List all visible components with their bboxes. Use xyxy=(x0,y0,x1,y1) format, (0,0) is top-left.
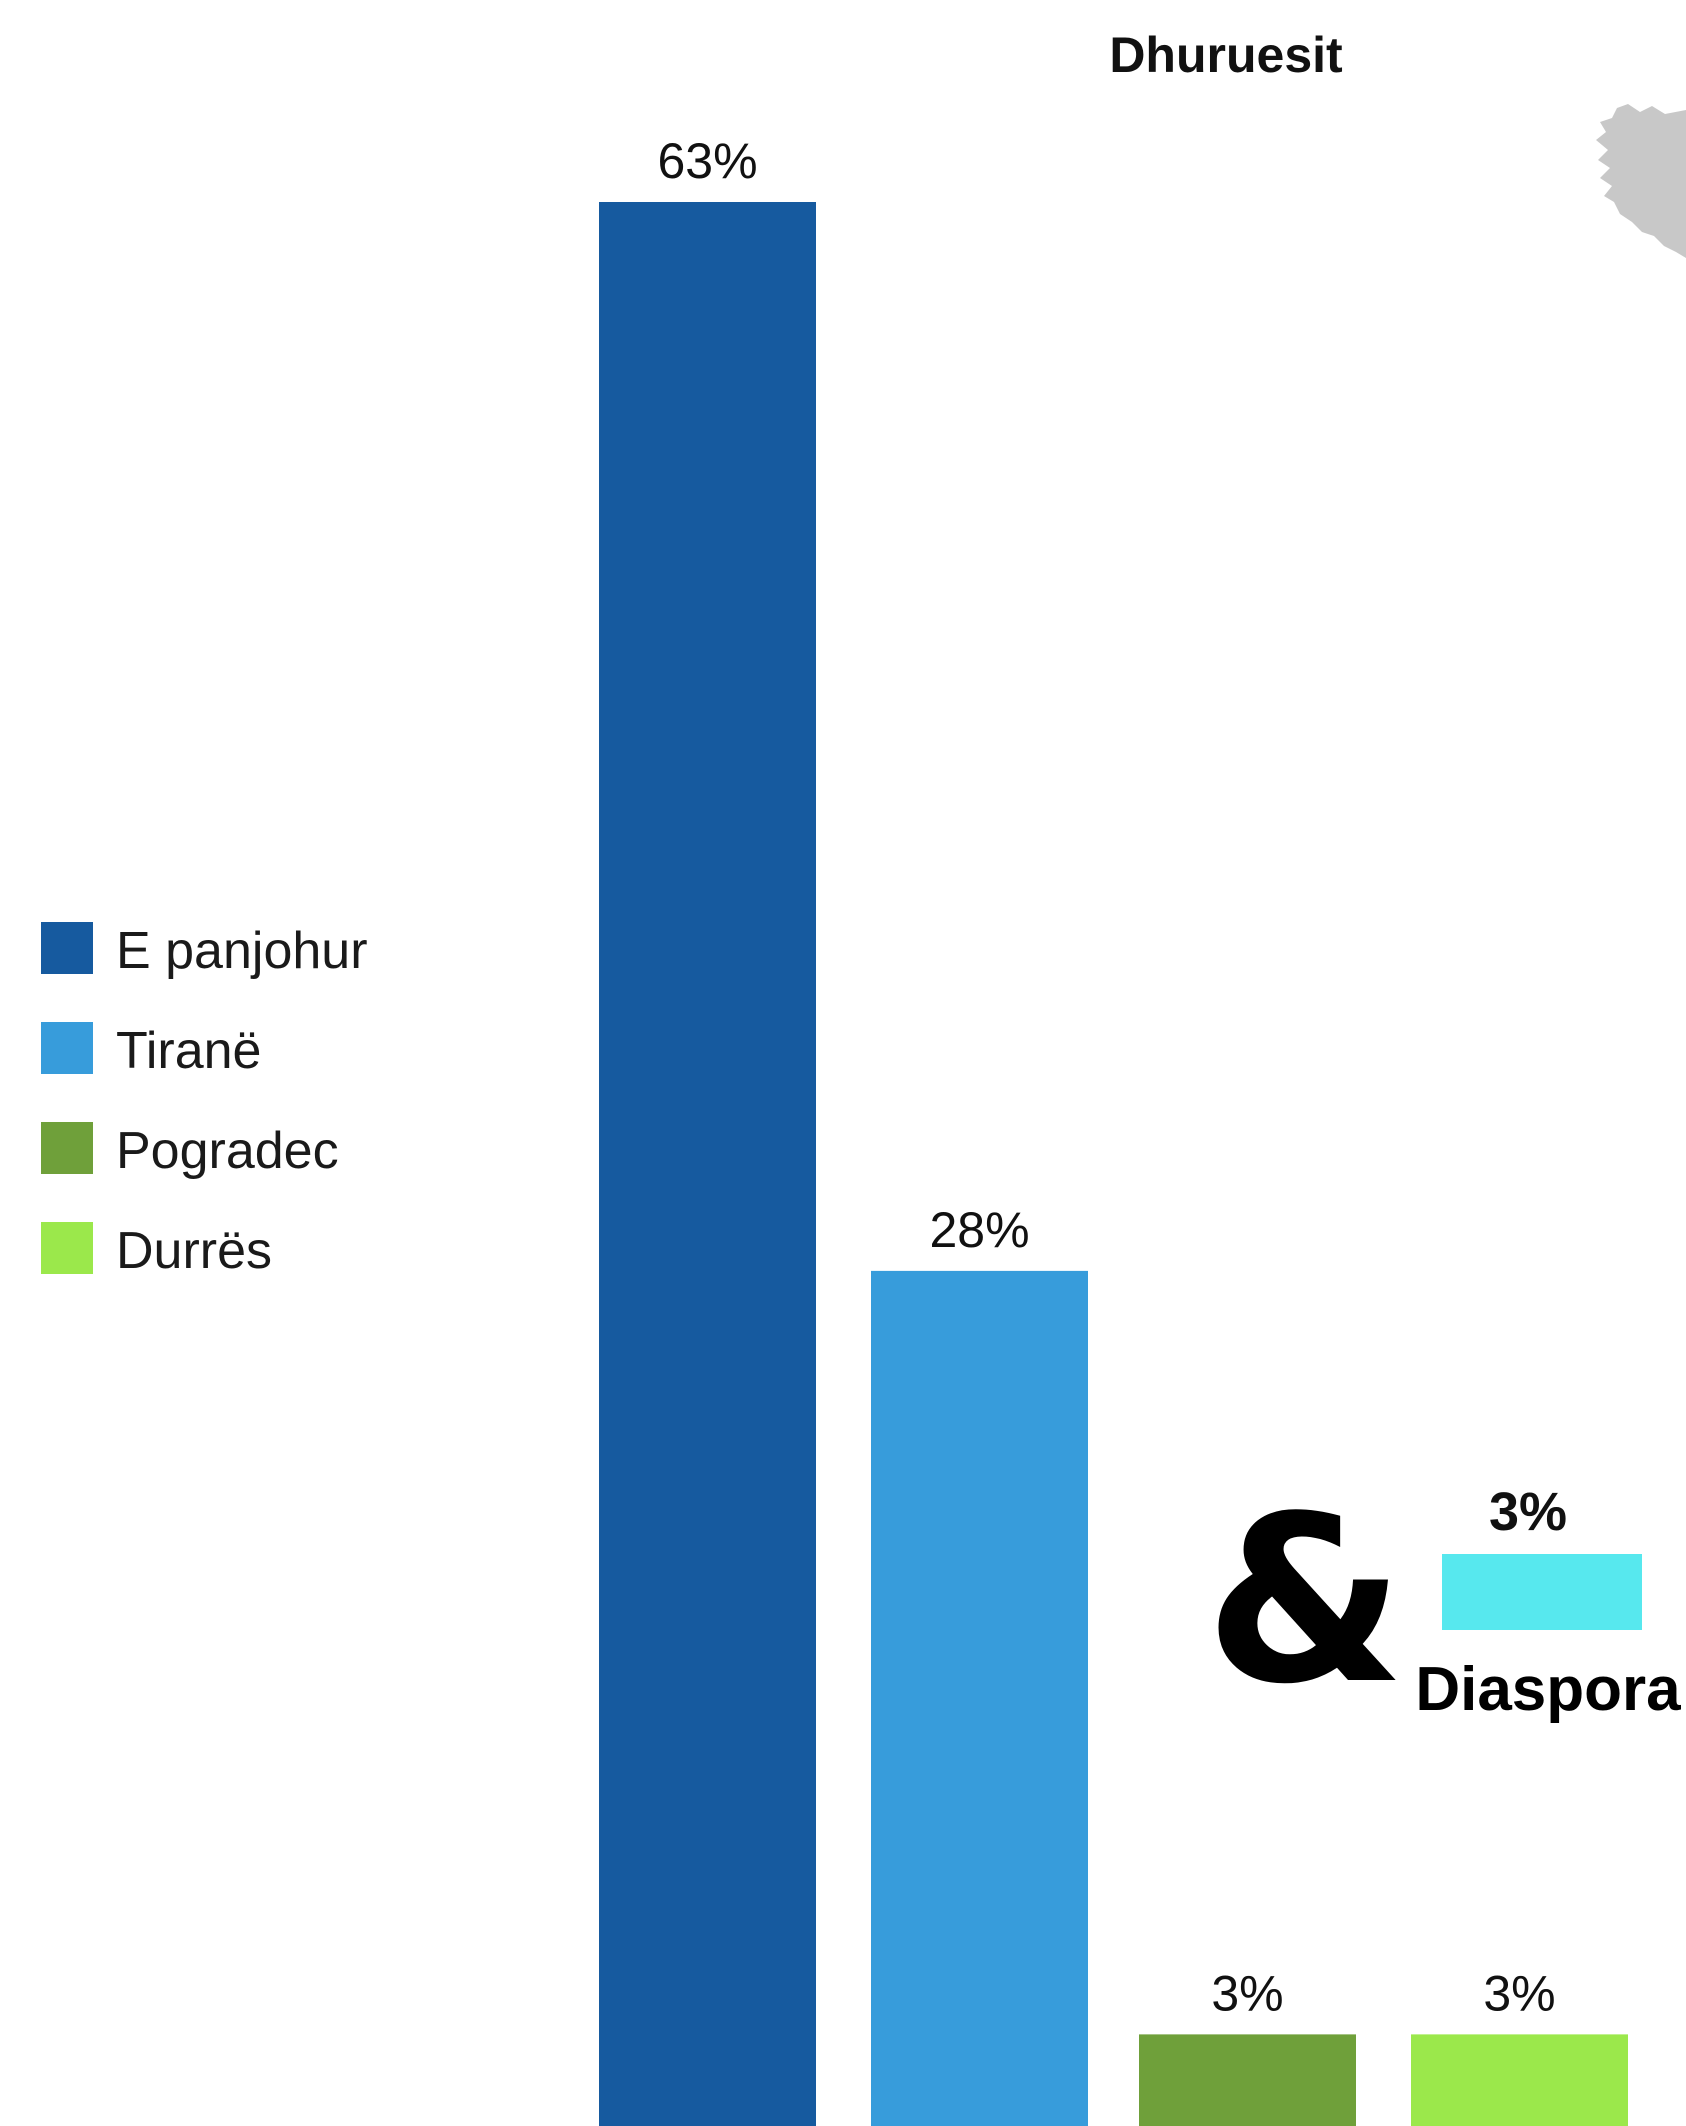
legend-label: Tiranë xyxy=(116,1022,261,1080)
legend-label: E panjohur xyxy=(116,922,368,980)
bar-e-panjohur xyxy=(599,202,816,2126)
bar-value-label: 3% xyxy=(1211,1965,1283,2021)
legend: E panjohur Tiranë Pogradec Durrës xyxy=(41,922,368,1280)
map-icon xyxy=(1596,104,1686,258)
legend-item: E panjohur xyxy=(41,922,368,980)
legend-swatch xyxy=(41,922,93,974)
legend-label: Durrës xyxy=(116,1222,272,1280)
legend-item: Pogradec xyxy=(41,1122,339,1180)
legend-item: Durrës xyxy=(41,1222,272,1280)
bar-pogradec xyxy=(1139,2034,1356,2126)
diaspora-label: Diaspora xyxy=(1415,1655,1681,1724)
diaspora-inset: & 3% Diaspora xyxy=(1205,1468,1681,1735)
diaspora-value-label: 3% xyxy=(1489,1482,1567,1542)
bar-durr-s xyxy=(1411,2034,1628,2126)
diaspora-bar xyxy=(1442,1554,1642,1630)
legend-swatch xyxy=(41,1022,93,1074)
legend-label: Pogradec xyxy=(116,1122,339,1180)
bar-tiran- xyxy=(871,1270,1088,2126)
legend-item: Tiranë xyxy=(41,1022,261,1080)
bar-value-label: 63% xyxy=(657,133,757,189)
bar-value-label: 28% xyxy=(929,1202,1029,1258)
bar-value-label: 3% xyxy=(1483,1965,1555,2021)
legend-swatch xyxy=(41,1222,93,1274)
value-labels: 63% 28% 3% 3% xyxy=(657,133,1555,2021)
bars-group xyxy=(599,202,1628,2126)
ampersand-symbol: & xyxy=(1205,1468,1406,1735)
chart-title: Dhuruesit xyxy=(1109,27,1343,83)
legend-swatch xyxy=(41,1122,93,1174)
